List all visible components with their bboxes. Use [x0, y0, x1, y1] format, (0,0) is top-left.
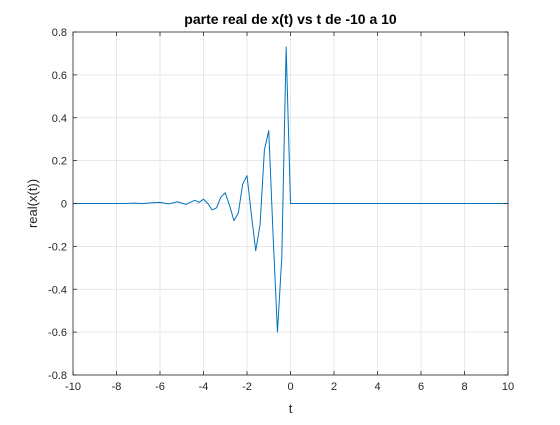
- x-tick-label: -2: [242, 381, 252, 393]
- y-tick-label: 0: [61, 199, 67, 211]
- x-tick-label: 6: [418, 381, 424, 393]
- y-tick-label: -0.2: [48, 241, 67, 253]
- chart-title: parte real de x(t) vs t de -10 a 10: [184, 11, 397, 27]
- y-tick-label: 0.4: [52, 113, 67, 125]
- y-tick-labels: -0.8 -0.6 -0.4 -0.2 0 0.2 0.4 0.6 0.8: [48, 27, 67, 382]
- y-tick-label: 0.2: [52, 156, 67, 168]
- y-tick-label: 0.8: [52, 27, 67, 39]
- y-tick-label: -0.6: [48, 327, 67, 339]
- y-tick-label: -0.4: [48, 284, 67, 296]
- x-tick-label: -6: [155, 381, 165, 393]
- x-tick-label: 4: [374, 381, 380, 393]
- x-tick-label: 2: [331, 381, 337, 393]
- x-tick-label: 10: [502, 381, 514, 393]
- x-tick-label: -8: [112, 381, 122, 393]
- x-tick-label: -10: [65, 381, 81, 393]
- x-tick-labels: -10 -8 -6 -4 -2 0 2 4 6 8 10: [65, 381, 514, 393]
- x-tick-label: -4: [199, 381, 209, 393]
- y-tick-label: -0.8: [48, 370, 67, 382]
- y-axis-label: real(x(t)): [25, 179, 40, 228]
- x-tick-label: 8: [461, 381, 467, 393]
- x-axis-label: t: [289, 401, 293, 416]
- x-tick-label: 0: [287, 381, 293, 393]
- y-tick-label: 0.6: [52, 70, 67, 82]
